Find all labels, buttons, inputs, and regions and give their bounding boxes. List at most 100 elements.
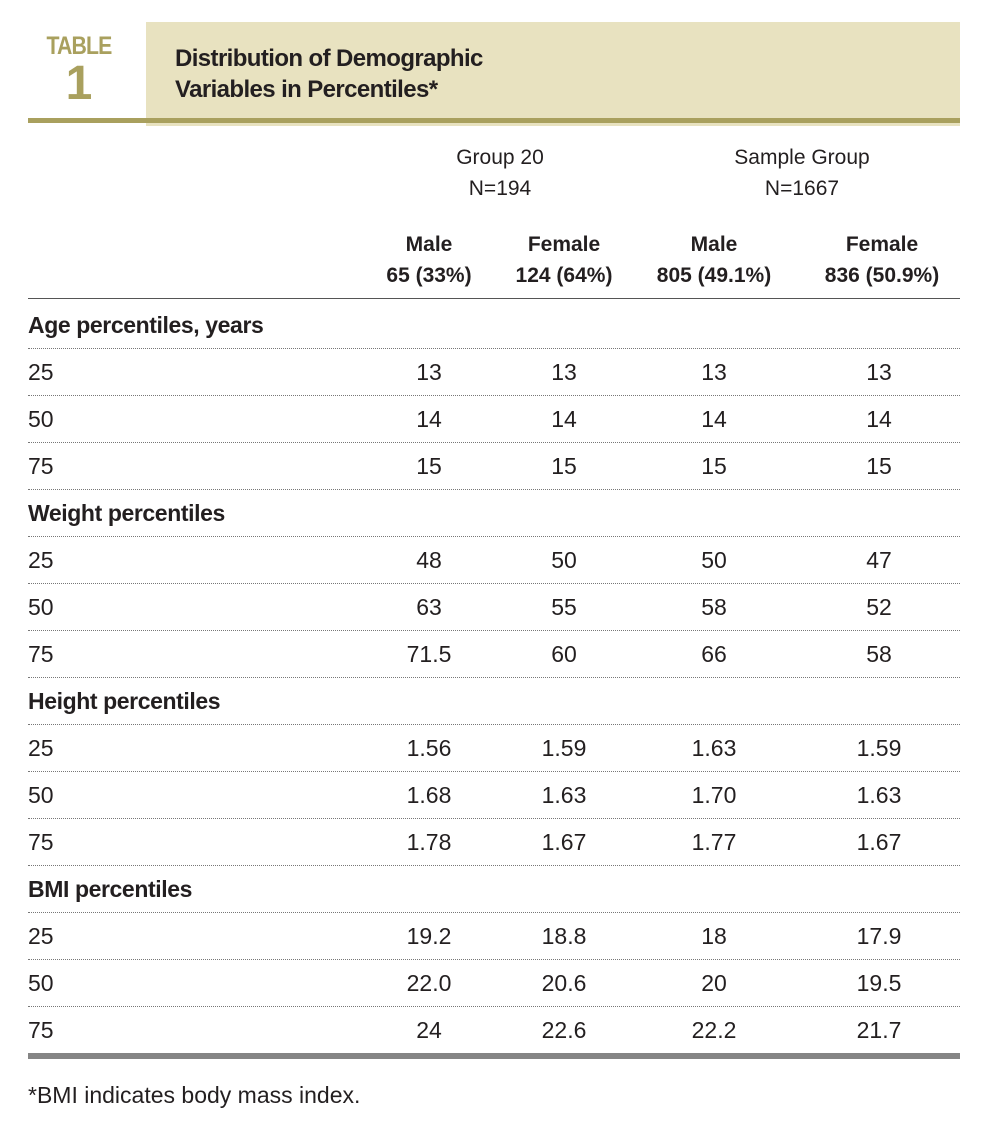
bottom-rule [28, 1053, 960, 1059]
title-line: Variables in Percentiles* [175, 76, 438, 103]
table-cell: 15 [416, 452, 442, 479]
title-line: Distribution of Demographic [175, 45, 483, 72]
table-cell: 1.67 [856, 828, 902, 855]
column-sex: Female [845, 233, 919, 256]
table-cell: 1.63 [856, 781, 902, 808]
table-cell: 1.56 [406, 734, 452, 761]
percentile-label: 50 [28, 405, 54, 432]
table-row: 50 14 14 14 14 [28, 396, 960, 443]
table-cell: 24 [416, 1016, 442, 1043]
table-row: 25 48 50 50 47 [28, 537, 960, 584]
table-cell: 63 [416, 593, 442, 620]
table-cell: 1.59 [541, 734, 587, 761]
percentile-label: 75 [28, 1016, 54, 1043]
table-cell: 58 [866, 640, 892, 667]
table-cell: 15 [866, 452, 892, 479]
table-cell: 15 [551, 452, 577, 479]
table-number: 1 [65, 57, 93, 110]
table-row: 25 1.56 1.59 1.63 1.59 [28, 725, 960, 772]
section-row: BMI percentiles [28, 866, 960, 913]
percentile-label: 50 [28, 593, 54, 620]
table-cell: 13 [701, 358, 727, 385]
table-cell: 22.6 [541, 1016, 587, 1043]
table-cell: 13 [416, 358, 442, 385]
table-cell: 47 [866, 546, 892, 573]
table-cell: 13 [551, 358, 577, 385]
section-row: Age percentiles, years [28, 302, 960, 349]
section-title: BMI percentiles [28, 875, 192, 902]
table-cell: 52 [866, 593, 892, 620]
section-row: Weight percentiles [28, 490, 960, 537]
column-header: Female 836 (50.9%) [798, 229, 966, 291]
footnote: *BMI indicates body mass index. [28, 1082, 361, 1108]
table-cell: 1.59 [856, 734, 902, 761]
table-cell: 17.9 [856, 922, 902, 949]
column-count: 805 (49.1%) [656, 264, 772, 287]
table-cell: 50 [551, 546, 577, 573]
column-header: Female 124 (64%) [498, 229, 630, 291]
table-row: 50 63 55 58 52 [28, 584, 960, 631]
table-cell: 20 [701, 969, 727, 996]
table-row: 75 1.78 1.67 1.77 1.67 [28, 819, 960, 866]
table-cell: 55 [551, 593, 577, 620]
table-cell: 21.7 [856, 1016, 902, 1043]
group-name: Sample Group [734, 146, 870, 169]
group-n: N=194 [468, 177, 532, 200]
percentile-label: 75 [28, 828, 54, 855]
table-cell: 1.78 [406, 828, 452, 855]
table-row: 75 71.5 60 66 58 [28, 631, 960, 678]
table-cell: 13 [866, 358, 892, 385]
section-row: Height percentiles [28, 678, 960, 725]
table-label: TABLE 1 [28, 32, 130, 110]
column-count: 124 (64%) [515, 264, 613, 287]
column-sex: Female [527, 233, 601, 256]
column-sex: Male [405, 233, 453, 256]
column-count: 65 (33%) [386, 264, 472, 287]
table-cell: 60 [551, 640, 577, 667]
table-cell: 1.67 [541, 828, 587, 855]
table-cell: 14 [416, 405, 442, 432]
percentile-label: 50 [28, 969, 54, 996]
table-cell: 18 [701, 922, 727, 949]
table-row: 75 15 15 15 15 [28, 443, 960, 490]
percentile-label: 75 [28, 452, 54, 479]
percentile-label: 50 [28, 781, 54, 808]
table-title: Distribution of Demographic Variables in… [175, 43, 483, 105]
table-cell: 1.68 [406, 781, 452, 808]
table-cell: 19.5 [856, 969, 902, 996]
table-cell: 71.5 [406, 640, 452, 667]
table-row: 50 22.0 20.6 20 19.5 [28, 960, 960, 1007]
table-cell: 1.63 [691, 734, 737, 761]
percentile-label: 25 [28, 358, 54, 385]
table-cell: 22.0 [406, 969, 452, 996]
percentile-label: 25 [28, 922, 54, 949]
column-header: Male 805 (49.1%) [630, 229, 798, 291]
percentile-label: 75 [28, 640, 54, 667]
table-cell: 48 [416, 546, 442, 573]
group-n: N=1667 [764, 177, 840, 200]
table-cell: 18.8 [541, 922, 587, 949]
table-cell: 14 [551, 405, 577, 432]
table-word: TABLE [46, 32, 112, 60]
section-title: Height percentiles [28, 687, 221, 714]
table-row: 75 24 22.6 22.2 21.7 [28, 1007, 960, 1053]
column-header: Male 65 (33%) [360, 229, 498, 291]
table-cell: 15 [701, 452, 727, 479]
title-band [146, 22, 960, 126]
table-cell: 1.70 [691, 781, 737, 808]
group-name: Group 20 [456, 146, 544, 169]
table-row: 25 19.2 18.8 18 17.9 [28, 913, 960, 960]
column-header-rule [28, 298, 960, 299]
table-row: 50 1.68 1.63 1.70 1.63 [28, 772, 960, 819]
table-cell: 14 [701, 405, 727, 432]
column-count: 836 (50.9%) [824, 264, 940, 287]
table-cell: 19.2 [406, 922, 452, 949]
table-cell: 58 [701, 593, 727, 620]
table-body: Age percentiles, years 25 13 13 13 13 50 14 14 14… [28, 302, 960, 1053]
table-row: 25 13 13 13 13 [28, 349, 960, 396]
percentile-label: 25 [28, 734, 54, 761]
section-title: Age percentiles, years [28, 311, 264, 338]
table-cell: 1.77 [691, 828, 737, 855]
column-sex: Male [690, 233, 738, 256]
table-cell: 14 [866, 405, 892, 432]
